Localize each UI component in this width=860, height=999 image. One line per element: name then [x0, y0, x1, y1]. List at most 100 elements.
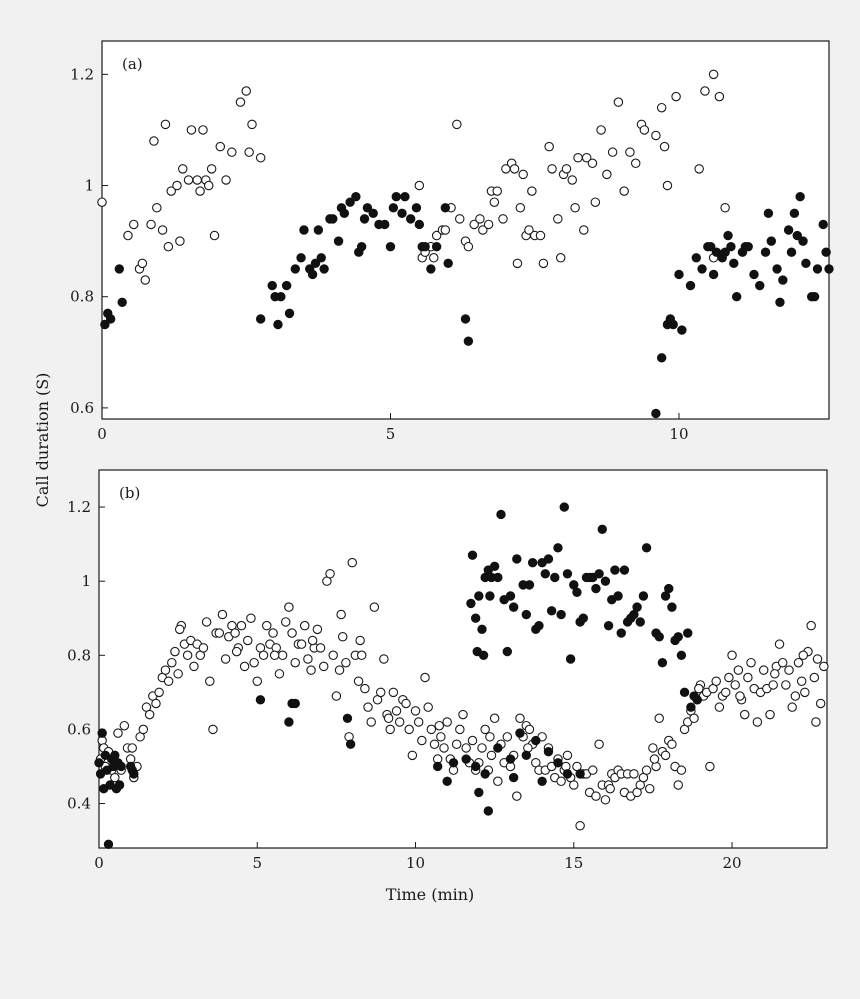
filled-data-point: [812, 264, 823, 274]
open-data-point: [383, 713, 394, 724]
y-tick-label: 0.4: [67, 795, 91, 813]
filled-data-point: [502, 646, 513, 657]
filled-data-point: [296, 253, 306, 263]
open-data-point: [581, 152, 592, 163]
filled-data-point: [255, 314, 266, 324]
filled-data-point: [284, 308, 295, 319]
open-data-point: [727, 650, 737, 661]
open-data-point: [137, 258, 148, 269]
open-data-point: [375, 687, 386, 698]
filled-data-point: [483, 806, 494, 816]
filled-data-point: [397, 208, 407, 219]
open-data-point: [347, 557, 357, 568]
open-data-point: [579, 225, 589, 235]
filled-data-point: [546, 606, 557, 616]
open-data-point: [394, 717, 405, 727]
open-data-point: [667, 739, 677, 749]
filled-data-point: [674, 269, 684, 280]
filled-data-point: [496, 509, 506, 520]
filled-circle-series: [94, 502, 702, 849]
filled-data-point: [792, 230, 802, 241]
open-data-point: [312, 624, 323, 635]
open-data-point: [325, 569, 335, 579]
y-tick-label: 1: [84, 177, 94, 195]
filled-data-point: [284, 717, 294, 727]
open-data-point: [410, 706, 421, 716]
filled-data-point: [531, 735, 541, 746]
open-data-point: [252, 676, 263, 686]
open-data-point: [220, 654, 231, 664]
open-data-point: [790, 691, 801, 701]
open-data-point: [469, 219, 479, 230]
filled-data-point: [474, 787, 484, 798]
open-data-point: [128, 219, 139, 230]
open-data-point: [353, 676, 364, 686]
open-data-point: [512, 258, 523, 269]
filled-data-point: [540, 569, 550, 579]
filled-data-point: [795, 191, 805, 202]
filled-data-point: [273, 319, 283, 330]
filled-data-point: [505, 591, 516, 601]
open-data-point: [328, 650, 338, 661]
open-data-point: [489, 713, 500, 724]
x-tick-label: 10: [669, 425, 688, 443]
open-data-point: [524, 225, 534, 235]
filled-data-point: [679, 687, 690, 698]
filled-data-point: [766, 236, 777, 246]
open-data-point: [356, 650, 367, 661]
filled-data-point: [572, 587, 582, 597]
open-data-point: [467, 735, 478, 746]
y-tick-label: 0.8: [67, 646, 91, 664]
open-data-point: [619, 186, 629, 196]
filled-data-point: [103, 839, 114, 849]
open-data-point: [434, 720, 445, 731]
open-data-point: [97, 197, 107, 207]
filled-data-point: [508, 772, 519, 783]
filled-data-point: [616, 628, 626, 638]
filled-data-point: [603, 620, 614, 631]
y-axis-label: Call duration (S): [33, 373, 52, 508]
open-data-point: [798, 650, 809, 661]
filled-data-point: [610, 565, 620, 575]
filled-data-point: [798, 236, 808, 246]
open-data-point: [694, 683, 704, 694]
open-data-point: [590, 197, 601, 207]
open-data-point: [720, 203, 730, 213]
open-data-point: [781, 680, 791, 690]
open-data-point: [733, 665, 744, 675]
filled-data-point: [760, 247, 771, 257]
open-data-point: [527, 186, 537, 196]
filled-data-point: [600, 576, 611, 586]
filled-data-point: [824, 264, 834, 274]
open-data-point: [547, 164, 557, 174]
open-data-point: [809, 672, 820, 683]
open-data-point: [439, 743, 449, 753]
open-data-point: [221, 175, 231, 185]
open-data-point: [656, 102, 667, 113]
open-data-point: [569, 780, 579, 790]
open-data-point: [163, 241, 174, 252]
open-data-point: [379, 654, 389, 664]
filled-data-point: [562, 569, 573, 579]
filled-data-point: [478, 650, 489, 660]
open-data-point: [538, 258, 549, 269]
filled-data-point: [114, 264, 125, 274]
open-data-point: [793, 657, 804, 668]
filled-data-point: [489, 561, 500, 572]
open-data-point: [209, 230, 220, 241]
filled-data-point: [692, 695, 702, 705]
open-data-point: [355, 635, 365, 646]
open-data-point: [596, 125, 606, 135]
filled-data-point: [553, 758, 563, 768]
open-data-point: [708, 69, 719, 80]
open-data-point: [334, 665, 345, 675]
open-data-point: [770, 669, 780, 679]
open-data-point: [144, 709, 155, 720]
filled-data-point: [809, 292, 820, 302]
filled-data-point: [691, 253, 701, 263]
open-data-point: [243, 635, 253, 646]
filled-data-point: [550, 572, 560, 583]
x-tick-label: 0: [97, 425, 107, 443]
open-data-point: [787, 702, 797, 712]
filled-data-point: [307, 269, 318, 280]
